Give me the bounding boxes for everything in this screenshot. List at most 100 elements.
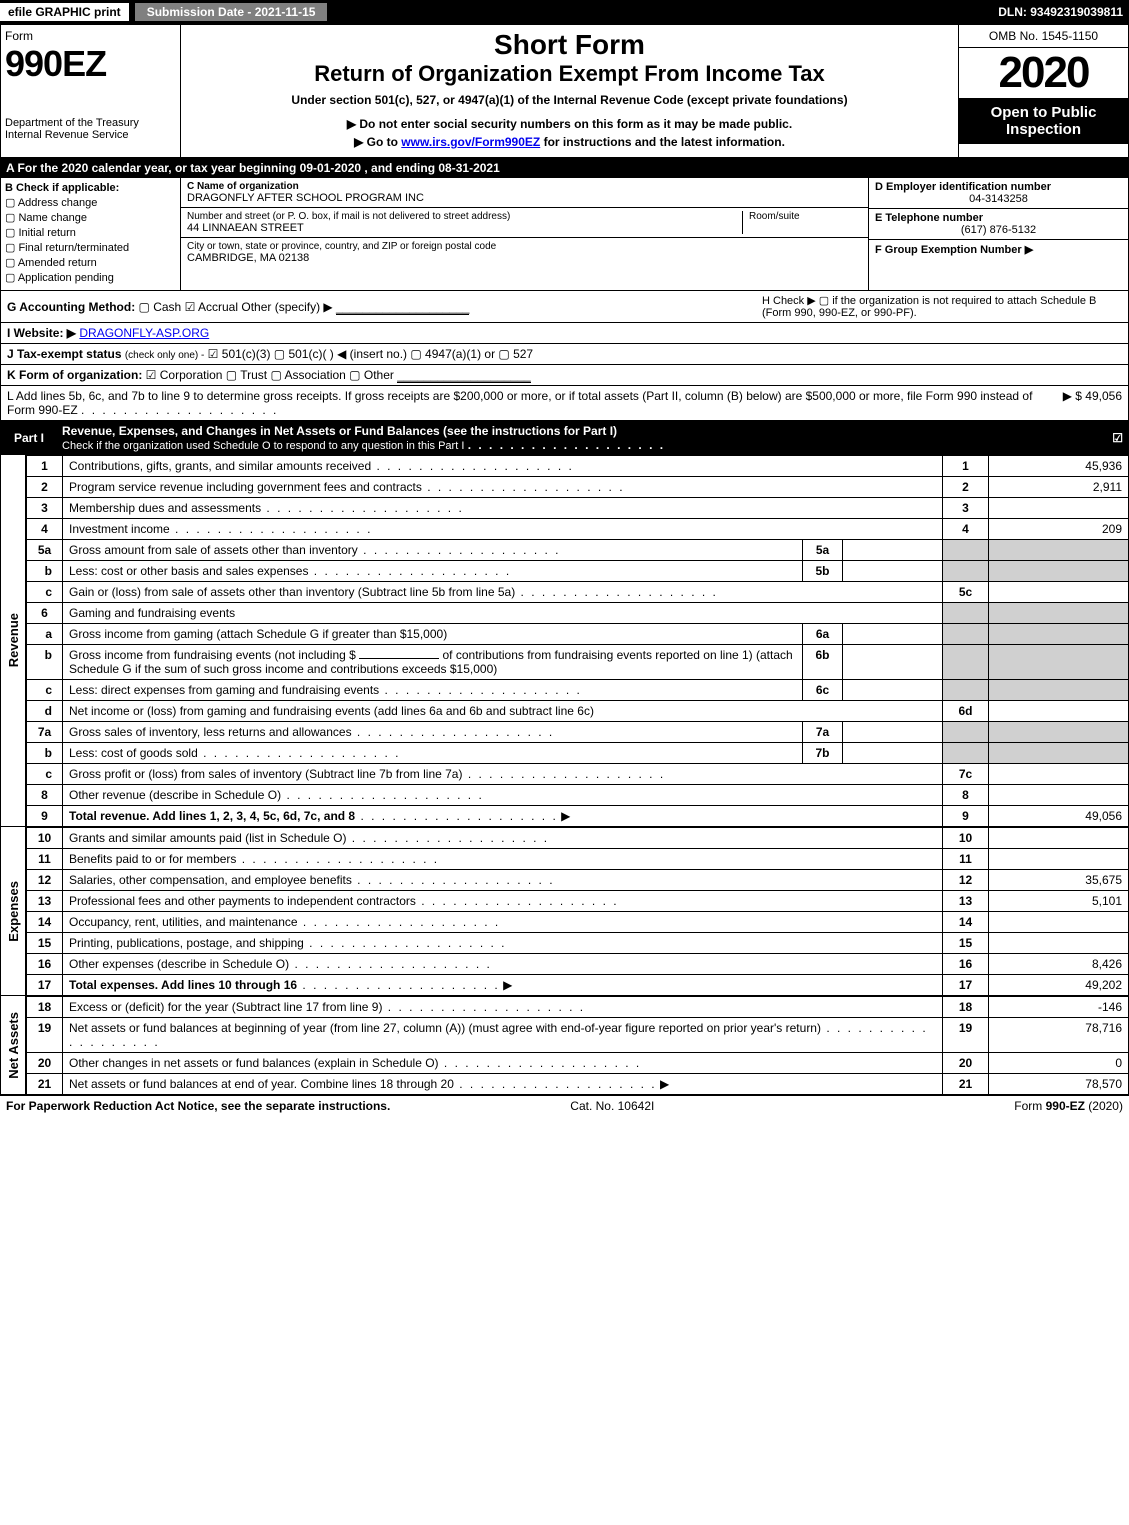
table-row: cLess: direct expenses from gaming and f… [27,680,1129,701]
telephone: (617) 876-5132 [875,224,1122,236]
line-h: H Check ▶ ▢ if the organization is not r… [762,294,1122,319]
table-row: 17Total expenses. Add lines 10 through 1… [27,975,1129,996]
table-row: 12Salaries, other compensation, and empl… [27,870,1129,891]
part-1-check: ☑ [1112,431,1123,445]
form-ref: Form 990-EZ (2020) [1014,1099,1123,1113]
department: Department of the Treasury [5,117,176,129]
street: 44 LINNAEAN STREET [187,222,742,234]
part-1-label: Part I [6,429,52,447]
net-assets-section: Net Assets 18Excess or (deficit) for the… [0,996,1129,1095]
street-row: Number and street (or P. O. box, if mail… [181,208,868,238]
bullet-ssn: ▶ Do not enter social security numbers o… [185,117,954,131]
short-form-title: Short Form [185,29,954,61]
open-inspection: Open to Public Inspection [959,98,1128,144]
header-left: Form 990EZ Department of the Treasury In… [1,25,181,157]
form-number: 990EZ [5,43,176,85]
table-row: cGross profit or (loss) from sales of in… [27,764,1129,785]
info-right: D Employer identification number 04-3143… [868,178,1128,290]
line-i: I Website: ▶ DRAGONFLY-ASP.ORG [0,323,1129,344]
chk-amended-return: Amended return [5,256,176,269]
table-row: 10Grants and similar amounts paid (list … [27,828,1129,849]
box-d: D Employer identification number 04-3143… [869,178,1128,209]
table-row: dNet income or (loss) from gaming and fu… [27,701,1129,722]
box-e: E Telephone number (617) 876-5132 [869,209,1128,240]
tax-year-bar: A For the 2020 calendar year, or tax yea… [0,158,1129,178]
table-row: 15Printing, publications, postage, and s… [27,933,1129,954]
chk-final-return: Final return/terminated [5,241,176,254]
efile-label: efile GRAPHIC print [0,3,129,21]
top-bar: efile GRAPHIC print Submission Date - 20… [0,0,1129,24]
table-row: bGross income from fundraising events (n… [27,645,1129,680]
chk-address-change: Address change [5,196,176,209]
table-row: 11Benefits paid to or for members11 [27,849,1129,870]
box-c-label: C Name of organization [187,181,862,192]
header-center: Short Form Return of Organization Exempt… [181,25,958,157]
city: CAMBRIDGE, MA 02138 [187,252,862,264]
revenue-section: Revenue 1Contributions, gifts, grants, a… [0,455,1129,827]
org-name: DRAGONFLY AFTER SCHOOL PROGRAM INC [187,192,862,204]
tax-year: 2020 [959,48,1128,98]
table-row: 4Investment income4209 [27,519,1129,540]
website-link[interactable]: DRAGONFLY-ASP.ORG [79,326,209,340]
table-row: 16Other expenses (describe in Schedule O… [27,954,1129,975]
info-grid: B Check if applicable: Address change Na… [0,178,1129,291]
table-row: 3Membership dues and assessments3 [27,498,1129,519]
revenue-table: 1Contributions, gifts, grants, and simil… [26,455,1129,827]
table-row: cGain or (loss) from sale of assets othe… [27,582,1129,603]
line-l: L Add lines 5b, 6c, and 7b to line 9 to … [0,386,1129,421]
box-f: F Group Exemption Number ▶ [869,240,1128,259]
table-row: 7aGross sales of inventory, less returns… [27,722,1129,743]
city-label: City or town, state or province, country… [187,241,862,252]
table-row: 5aGross amount from sale of assets other… [27,540,1129,561]
page-footer: For Paperwork Reduction Act Notice, see … [0,1095,1129,1116]
net-assets-side-label: Net Assets [0,996,26,1095]
table-row: 19Net assets or fund balances at beginni… [27,1018,1129,1053]
header-right: OMB No. 1545-1150 2020 Open to Public In… [958,25,1128,157]
bullet-goto: ▶ Go to www.irs.gov/Form990EZ for instru… [185,135,954,149]
revenue-side-label: Revenue [0,455,26,827]
line-k: K Form of organization: ☑ Corporation ▢ … [0,365,1129,386]
table-row: aGross income from gaming (attach Schedu… [27,624,1129,645]
main-title: Return of Organization Exempt From Incom… [185,61,954,87]
submission-date: Submission Date - 2021-11-15 [133,1,330,23]
table-row: bLess: cost of goods sold7b [27,743,1129,764]
line-j: J Tax-exempt status (check only one) - ☑… [0,344,1129,365]
expenses-section: Expenses 10Grants and similar amounts pa… [0,827,1129,996]
chk-initial-return: Initial return [5,226,176,239]
gross-receipts: ▶ $ 49,056 [1063,389,1122,417]
dln: DLN: 93492319039811 [998,5,1129,19]
table-row: 14Occupancy, rent, utilities, and mainte… [27,912,1129,933]
line-g: G Accounting Method: ▢ Cash ☑ Accrual Ot… [7,300,756,314]
net-assets-table: 18Excess or (deficit) for the year (Subt… [26,996,1129,1095]
part-1-title: Revenue, Expenses, and Changes in Net As… [62,424,1112,452]
part-1-header: Part I Revenue, Expenses, and Changes in… [0,421,1129,455]
box-c: C Name of organization DRAGONFLY AFTER S… [181,178,868,290]
chk-application-pending: Application pending [5,271,176,284]
table-row: 20Other changes in net assets or fund ba… [27,1053,1129,1074]
cat-no: Cat. No. 10642I [570,1099,654,1113]
table-row: 1Contributions, gifts, grants, and simil… [27,456,1129,477]
table-row: 6Gaming and fundraising events [27,603,1129,624]
under-section: Under section 501(c), 527, or 4947(a)(1)… [185,93,954,107]
org-name-row: C Name of organization DRAGONFLY AFTER S… [181,178,868,208]
expenses-side-label: Expenses [0,827,26,996]
room-suite: Room/suite [742,211,862,234]
irs-link[interactable]: www.irs.gov/Form990EZ [401,135,540,149]
street-label: Number and street (or P. O. box, if mail… [187,211,742,222]
table-row: 21Net assets or fund balances at end of … [27,1074,1129,1095]
form-word: Form [5,29,176,43]
form-header: Form 990EZ Department of the Treasury In… [0,24,1129,158]
ein: 04-3143258 [875,193,1122,205]
irs-label: Internal Revenue Service [5,129,176,141]
city-row: City or town, state or province, country… [181,238,868,267]
table-row: 8Other revenue (describe in Schedule O)8 [27,785,1129,806]
table-row: bLess: cost or other basis and sales exp… [27,561,1129,582]
chk-name-change: Name change [5,211,176,224]
table-row: 13Professional fees and other payments t… [27,891,1129,912]
omb-number: OMB No. 1545-1150 [959,25,1128,48]
box-b: B Check if applicable: Address change Na… [1,178,181,290]
table-row: 9Total revenue. Add lines 1, 2, 3, 4, 5c… [27,806,1129,827]
expenses-table: 10Grants and similar amounts paid (list … [26,827,1129,996]
table-row: 2Program service revenue including gover… [27,477,1129,498]
header-bullets: ▶ Do not enter social security numbers o… [185,117,954,149]
